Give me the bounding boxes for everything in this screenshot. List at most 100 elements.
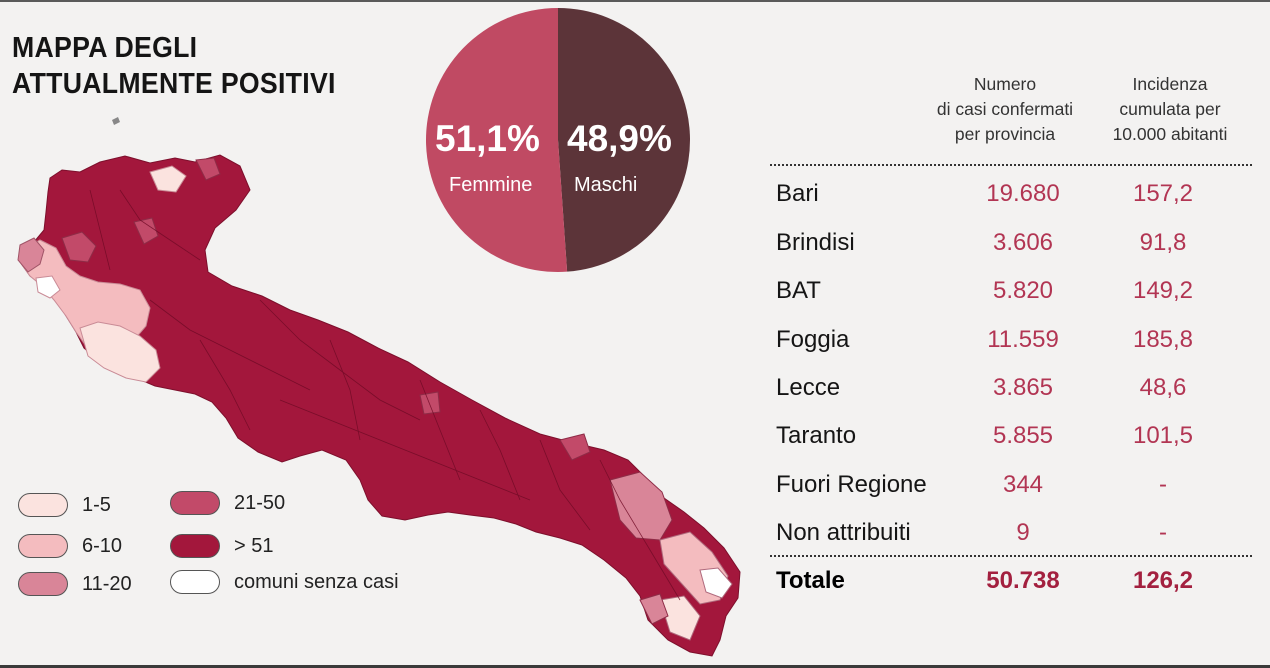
legend-swatch xyxy=(170,491,220,515)
cell-incidenza: - xyxy=(1159,471,1167,498)
border-line-8 xyxy=(279,399,531,501)
pie-label-maschi: Maschi xyxy=(574,174,638,196)
comuni-salento-4 xyxy=(659,595,701,641)
border-line-6 xyxy=(479,409,521,501)
cell-totale-incidenza: 126,2 xyxy=(1132,567,1194,594)
comuni-area-7 xyxy=(133,217,159,245)
header-line: cumulata per xyxy=(1119,99,1221,119)
cell-incidenza: 157,2 xyxy=(1132,180,1194,207)
comuni-salento-3 xyxy=(699,567,733,599)
table-row: Brindisi 3.606 91,8 xyxy=(776,229,1246,269)
title-line-2: ATTUALMENTE POSITIVI xyxy=(12,68,336,100)
legend-item-senza-casi: comuni senza casi xyxy=(170,570,399,594)
table-row: Lecce 3.865 48,6 xyxy=(776,374,1246,414)
border-line-1 xyxy=(119,189,201,261)
bottom-border xyxy=(0,665,1270,668)
cell-casi: 11.559 xyxy=(987,326,1059,353)
cell-provincia: Taranto xyxy=(776,422,857,449)
cell-casi: 19.680 xyxy=(986,180,1060,207)
cell-provincia: BAT xyxy=(776,277,821,304)
header-line: Incidenza xyxy=(1132,74,1208,94)
border-line-9 xyxy=(199,339,251,431)
pie-label-maschi-pct: 48,9% xyxy=(567,118,672,159)
title-line-1: MAPPA DEGLI xyxy=(12,32,198,64)
legend-swatch xyxy=(18,493,68,517)
comuni-area-3 xyxy=(35,275,61,299)
cell-incidenza: 91,8 xyxy=(1139,229,1187,256)
border-line-10 xyxy=(599,459,681,601)
pie-label-femmine: Femmine xyxy=(449,174,533,196)
table-row: Foggia 11.559 185,8 xyxy=(776,326,1246,366)
legend-label: comuni senza casi xyxy=(234,570,399,593)
border-line-2 xyxy=(149,299,311,391)
table-row: Fuori Regione 344 - xyxy=(776,471,1246,511)
cell-totale-label: Totale xyxy=(776,567,845,594)
legend-item-over-51: > 51 xyxy=(170,534,273,558)
legend-swatch xyxy=(170,534,220,558)
border-line-7 xyxy=(539,439,591,531)
cell-incidenza: 185,8 xyxy=(1132,326,1194,353)
table-top-divider xyxy=(770,164,1252,166)
column-header-incidenza: Incidenza cumulata per 10.000 abitanti xyxy=(1080,72,1260,147)
legend-label: 21-50 xyxy=(234,491,286,514)
cell-casi: 5.855 xyxy=(992,422,1054,449)
cell-casi: 344 xyxy=(1002,471,1044,498)
table-total-row: Totale 50.738 126,2 xyxy=(776,567,1246,607)
legend-swatch xyxy=(170,570,220,594)
cell-provincia: Non attribuiti xyxy=(776,519,911,546)
pie-label-femmine-pct: 51,1% xyxy=(435,118,540,159)
table-row: Bari 19.680 157,2 xyxy=(776,180,1246,220)
column-header-casi: Numero di casi confermati per provincia xyxy=(915,72,1095,147)
table-row: BAT 5.820 149,2 xyxy=(776,277,1246,317)
header-line: di casi confermati xyxy=(936,99,1074,119)
cell-casi: 9 xyxy=(1016,519,1030,546)
table-row: Non attribuiti 9 - xyxy=(776,519,1246,559)
legend-label: 1-5 xyxy=(82,493,111,516)
pie-slice-maschi xyxy=(558,8,690,272)
comuni-area-1 xyxy=(79,321,161,383)
cell-incidenza: 101,5 xyxy=(1132,422,1194,449)
legend-item-6-10: 6-10 xyxy=(18,534,122,558)
comuni-area-5 xyxy=(149,165,187,193)
puglia-map xyxy=(17,117,741,657)
pie-slices xyxy=(425,8,690,272)
legend-item-11-20: 11-20 xyxy=(18,572,132,596)
page-title: MAPPA DEGLI ATTUALMENTE POSITIVI xyxy=(12,30,336,102)
border-line-3 xyxy=(259,299,421,421)
header-line: 10.000 abitanti xyxy=(1112,124,1228,144)
cell-incidenza: 149,2 xyxy=(1132,277,1194,304)
legend-swatch xyxy=(18,572,68,596)
cell-provincia: Foggia xyxy=(776,326,850,353)
cell-casi: 3.606 xyxy=(992,229,1054,256)
comuni-salento-1 xyxy=(609,471,673,541)
legend-label: 11-20 xyxy=(82,572,132,595)
table-row: Taranto 5.855 101,5 xyxy=(776,422,1246,462)
pie-slice-femmine xyxy=(425,8,568,272)
cell-casi: 5.820 xyxy=(992,277,1054,304)
comuni-area-6 xyxy=(195,157,221,181)
tremiti-islands xyxy=(112,117,120,125)
comuni-area-4 xyxy=(61,231,97,263)
cell-provincia: Bari xyxy=(776,180,819,207)
legend-label: > 51 xyxy=(234,534,274,557)
comuni-salento-6 xyxy=(639,593,669,625)
cell-incidenza: - xyxy=(1159,519,1167,546)
comuni-salento-5 xyxy=(559,433,591,461)
cell-casi: 3.865 xyxy=(992,374,1054,401)
comuni-area-2 xyxy=(17,237,45,273)
comuni-area-8 xyxy=(419,391,441,415)
header-line: Numero xyxy=(973,74,1037,94)
legend-item-21-50: 21-50 xyxy=(170,491,285,515)
map-region-lightshades xyxy=(17,157,733,641)
top-border xyxy=(0,0,1270,2)
map-borders xyxy=(89,189,681,601)
legend-label: 6-10 xyxy=(82,534,123,557)
border-line-11 xyxy=(89,189,111,271)
cell-provincia: Brindisi xyxy=(776,229,855,256)
gender-pie-chart xyxy=(425,8,690,272)
legend-item-1-5: 1-5 xyxy=(18,493,111,517)
cell-totale-casi: 50.738 xyxy=(986,567,1060,594)
border-line-4 xyxy=(329,339,361,441)
table-total-divider xyxy=(770,555,1252,557)
cell-provincia: Fuori Regione xyxy=(776,471,927,498)
